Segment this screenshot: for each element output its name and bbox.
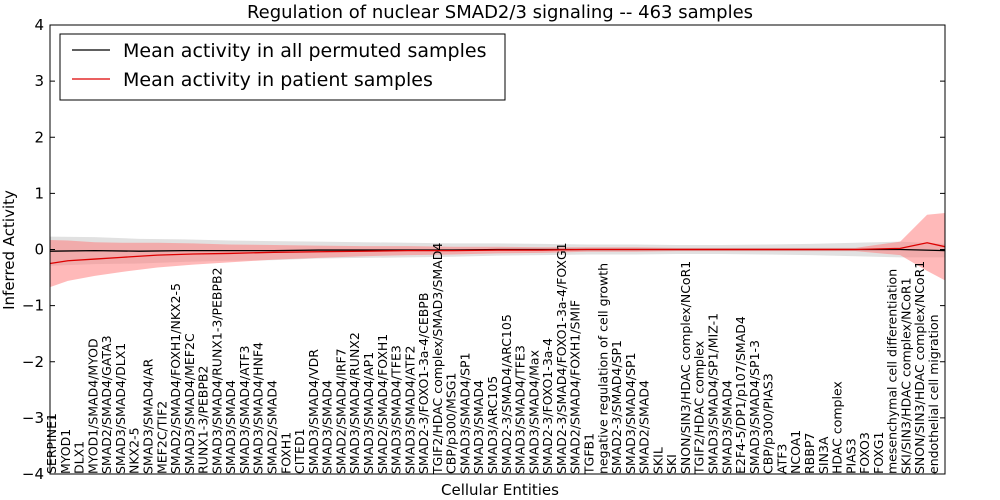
entity-label: HDAC complex (830, 381, 845, 474)
entity-label: SMAD3/SMAD4/TFE3 (389, 345, 404, 474)
entity-label: TGIF2/HDAC complex/SMAD3/SMAD4 (430, 243, 445, 475)
entity-label: FOXO3 (857, 432, 872, 474)
entity-label: SMAD2-3/SMAD4/SP1 (609, 340, 624, 474)
entity-label: SMAD3/SMAD4/DLX1 (113, 343, 128, 474)
entity-label: SMAD3/SMAD4/SP1/MIZ-1 (706, 313, 721, 474)
entity-label: TGFB1 (581, 433, 596, 475)
y-tick-label: −1 (22, 297, 44, 315)
entity-label: PIAS3 (843, 438, 858, 474)
legend: Mean activity in all permuted samples Me… (59, 33, 506, 101)
entity-label: SNON/SIN3/HDAC complex/NCoR1 (678, 261, 693, 474)
entity-label: ATF3 (774, 444, 789, 474)
entity-label: SMAD2/SMAD4 (637, 380, 652, 474)
entity-label: SMAD3/SMAD4/SP1-3 (747, 340, 762, 474)
entity-label: SIN3A (816, 436, 831, 474)
entity-label: SMAD3/SMAD4/RUNX1-3/PEBPB2 (209, 267, 224, 474)
entity-label: SMAD3/ARC105 (485, 376, 500, 474)
y-axis-title: Inferred Activity (0, 190, 18, 310)
patient-mean-line (49, 242, 946, 265)
entity-label: SMAD3/SMAD4/SP1 (457, 352, 472, 474)
entity-label: SMAD3/SMAD4/RUNX2 (347, 332, 362, 474)
entity-label: SMAD2/SMAD4/FOXH1/NKX2-5 (168, 283, 183, 474)
x-axis-title: Cellular Entities (441, 481, 559, 499)
entity-label: SMAD3/SMAD4/Max (526, 350, 541, 474)
legend-label-permuted: Mean activity in all permuted samples (123, 40, 486, 62)
entity-label: MYOD1/SMAD4/MYOD (85, 338, 100, 474)
entity-label: SMAD2-3/FOXO1-3a-4 (540, 338, 555, 474)
entity-label: MEF2C/TIF2 (154, 401, 169, 474)
y-tick-label: −2 (22, 353, 44, 371)
entity-label: SMAD3/SMAD4/VDR (306, 349, 321, 474)
series-lines (49, 242, 946, 265)
chart-title: Regulation of nuclear SMAD2/3 signaling … (247, 2, 753, 23)
entity-label: SERPINE1 (44, 413, 59, 474)
entity-label: SKI/SIN3/HDAC complex/NCoR1 (898, 277, 913, 474)
entity-label: SMAD3/SMAD4 (223, 380, 238, 474)
y-tick-label: 4 (34, 16, 44, 34)
entity-label: SNON/SIN3/HDAC complex/NCoR1 (912, 261, 927, 474)
entity-label: SMAD2/SMAD4 (265, 380, 280, 474)
entity-label: MYOD1 (58, 429, 73, 474)
entity-label: SMAD2-3/SMAD4/ARC105 (499, 314, 514, 474)
legend-box (59, 33, 506, 101)
entity-label: CBP/p300/PIAS3 (761, 373, 776, 474)
entity-label: TGIF2/HDAC complex (692, 341, 707, 475)
entity-label: FOXH1 (278, 432, 293, 474)
entity-label: NCOA1 (788, 430, 803, 474)
entity-label: DLX1 (72, 441, 87, 474)
entity-label: CBP/p300/MSG1 (444, 373, 459, 474)
entity-label: E2F4-5/DP1/p107/SMAD4 (733, 316, 748, 474)
y-tick-label: 0 (34, 241, 44, 259)
entity-label: negative regulation of cell growth (595, 263, 610, 474)
entity-label: SMAD2/SMAD4/GATA3 (99, 335, 114, 474)
entity-label: CITED1 (292, 428, 307, 474)
entity-label: SMAD3/SMAD4/SP1 (623, 352, 638, 474)
entity-label: SMAD3/SMAD4/AP1 (361, 352, 376, 474)
entity-label: SMAD3/SMAD4/ATF3 (237, 346, 252, 474)
entity-label: endothelial cell migration (926, 314, 941, 474)
entity-label: SMAD3/SMAD4/HNF4 (251, 342, 266, 474)
legend-label-patient: Mean activity in patient samples (123, 69, 433, 91)
entity-label: SMAD2-3/SMAD4/FOXO1-3a-4/FOXG1 (554, 242, 569, 474)
y-tick-label: 1 (34, 184, 44, 202)
entity-label: SMAD2-3/FOXO1-3a-4/CEBPB (416, 293, 431, 474)
entity-label: NKX2-5 (127, 427, 142, 474)
entity-label: SMAD3/SMAD4 (719, 380, 734, 474)
entity-label: RBBP7 (802, 433, 817, 474)
entity-label: SMAD3/SMAD4/MEF2C (182, 333, 197, 474)
y-tick-label: 2 (34, 128, 44, 146)
entity-label: SMAD3/SMAD4/TFE3 (513, 345, 528, 474)
y-axis: −4 −3 −2 −1 0 1 2 3 4 (22, 16, 945, 483)
entity-label: SMAD3/SMAD4/AR (140, 358, 155, 474)
entity-label: SKI (664, 454, 679, 474)
entity-label: mesenchymal cell differentiation (885, 269, 900, 474)
entity-label: FOXG1 (871, 432, 886, 474)
entity-label: RUNX1-3/PEBPB2 (196, 366, 211, 474)
entity-label: SMAD3/SMAD4 (471, 380, 486, 474)
entity-label: SMAD2/SMAD4/FOXH1/SMIF (568, 300, 583, 474)
y-tick-label: −4 (22, 465, 44, 483)
entity-labels: SERPINE1MYOD1DLX1MYOD1/SMAD4/MYODSMAD2/S… (44, 242, 941, 475)
entity-label: SMAD3/SMAD4/ATF2 (402, 346, 417, 474)
entity-label: SMAD2/SMAD4/FOXH1 (375, 334, 390, 474)
y-tick-label: 3 (34, 72, 44, 90)
entity-label: SMAD3/SMAD4 (320, 380, 335, 474)
entity-label: SMAD2/SMAD4/IRF7 (333, 348, 348, 474)
y-tick-label: −3 (22, 409, 44, 427)
entity-label: SKIL (650, 447, 665, 474)
